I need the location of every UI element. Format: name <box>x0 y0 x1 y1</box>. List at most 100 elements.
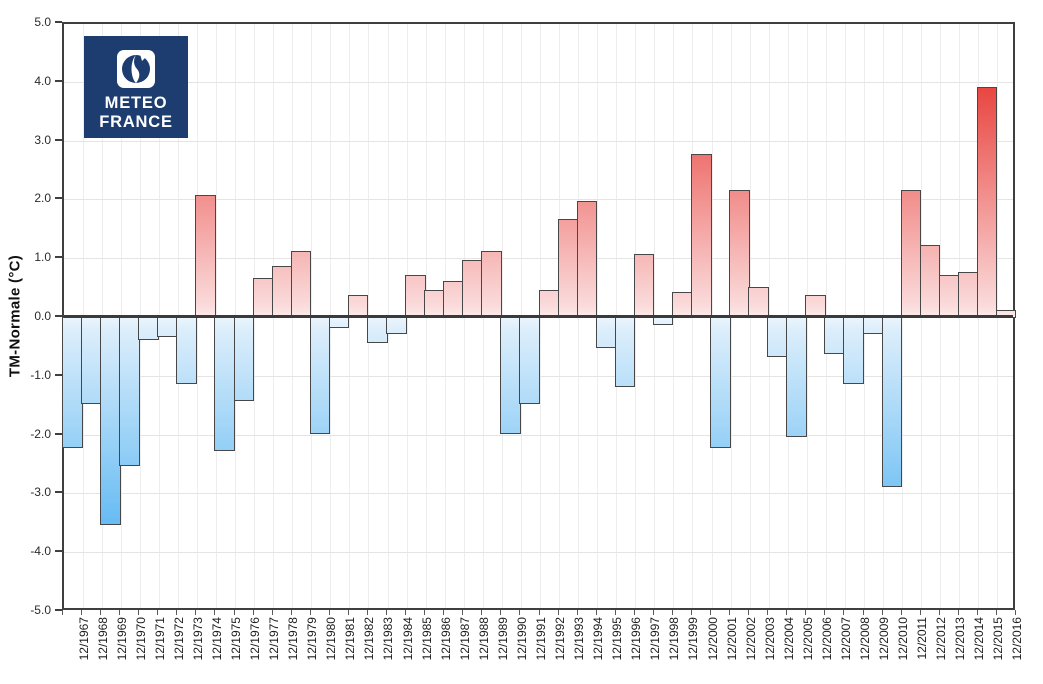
x-tick-mark <box>671 610 673 615</box>
bar-12/2009 <box>862 317 884 334</box>
x-tick-mark <box>271 610 273 615</box>
x-tick-mark <box>481 610 483 615</box>
x-tick-label: 12/2016 <box>1010 617 1025 661</box>
x-tick-label: 12/2000 <box>705 617 720 661</box>
zero-baseline <box>64 314 1013 318</box>
x-tick-label: 12/2010 <box>896 617 911 661</box>
bar-12/1993 <box>557 218 579 318</box>
y-tick-mark <box>55 315 62 317</box>
x-tick-label: 12/1971 <box>152 617 167 661</box>
x-tick-label: 12/1992 <box>553 617 568 661</box>
x-tick-label: 12/1989 <box>495 617 510 661</box>
y-tick-label: 5.0 <box>34 15 51 29</box>
x-tick-label: 12/1977 <box>267 617 282 661</box>
horizontal-gridline <box>64 140 1013 142</box>
x-tick-label: 12/2001 <box>724 617 739 661</box>
bar-12/2001 <box>710 317 731 449</box>
bar-12/2005 <box>786 317 807 437</box>
x-tick-label: 12/1976 <box>248 617 263 661</box>
bar-12/1972 <box>157 317 178 337</box>
bar-12/2002 <box>729 189 750 318</box>
x-tick-label: 12/1982 <box>362 617 377 661</box>
x-tick-mark <box>881 610 883 615</box>
x-tick-mark <box>386 610 388 615</box>
x-tick-mark <box>729 610 731 615</box>
x-tick-mark <box>309 610 311 615</box>
plot-area <box>62 22 1017 610</box>
x-tick-label: 12/1984 <box>400 617 415 661</box>
x-tick-label: 12/2006 <box>819 617 834 661</box>
x-tick-label: 12/1978 <box>286 617 301 661</box>
bar-12/1976 <box>233 317 255 402</box>
bar-12/2008 <box>843 317 864 384</box>
x-tick-mark <box>767 610 769 615</box>
x-tick-mark <box>824 610 826 615</box>
y-tick-mark <box>55 79 62 82</box>
y-tick-mark <box>55 432 62 435</box>
y-tick-mark <box>55 138 62 141</box>
x-tick-label: 12/2012 <box>934 617 949 661</box>
x-tick-mark <box>995 610 997 615</box>
y-tick-mark <box>55 21 62 23</box>
x-tick-label: 12/1975 <box>229 617 243 661</box>
bar-12/2011 <box>900 189 922 318</box>
x-tick-mark <box>976 610 978 615</box>
horizontal-gridline <box>64 199 1013 201</box>
bar-12/1973 <box>176 317 197 384</box>
bar-12/1969 <box>100 317 121 525</box>
bar-12/2014 <box>957 271 979 318</box>
bar-12/1977 <box>252 277 274 318</box>
horizontal-gridline <box>64 552 1013 554</box>
bar-12/2007 <box>824 317 845 355</box>
x-tick-mark <box>519 610 521 615</box>
x-tick-label: 12/2015 <box>991 617 1006 661</box>
x-tick-label: 12/2011 <box>915 617 930 660</box>
x-tick-mark <box>405 610 407 615</box>
bar-12/1989 <box>481 251 502 318</box>
x-tick-mark <box>576 610 578 615</box>
x-tick-mark <box>62 610 63 615</box>
horizontal-gridline <box>64 258 1013 260</box>
bar-12/1970 <box>119 317 140 466</box>
x-tick-label: 12/1983 <box>381 617 396 661</box>
x-tick-label: 12/1969 <box>114 617 129 661</box>
x-tick-mark <box>1015 610 1016 615</box>
meteo-france-sun-moon-icon <box>117 50 155 88</box>
x-tick-mark <box>614 610 616 615</box>
x-tick-label: 12/2007 <box>838 617 853 661</box>
y-tick-mark <box>55 491 62 494</box>
x-tick-mark <box>538 610 540 615</box>
x-tick-mark <box>81 610 83 615</box>
x-tick-label: 12/1973 <box>190 617 205 661</box>
x-tick-mark <box>633 610 635 615</box>
x-tick-mark <box>328 610 330 615</box>
x-tick-mark <box>119 610 121 615</box>
bar-12/1984 <box>386 317 407 334</box>
x-tick-label: 12/2009 <box>877 617 892 661</box>
y-tick-mark <box>55 550 62 553</box>
x-tick-label: 12/2005 <box>800 617 815 661</box>
x-tick-mark <box>748 610 750 615</box>
x-tick-mark <box>138 610 140 615</box>
x-tick-mark <box>557 610 559 615</box>
x-tick-mark <box>233 610 235 615</box>
bar-12/2012 <box>919 245 941 318</box>
x-tick-label: 12/1994 <box>591 617 606 661</box>
bar-12/1991 <box>519 317 540 405</box>
bar-12/1975 <box>214 317 236 452</box>
bar-12/2000 <box>690 154 712 318</box>
bar-12/1978 <box>271 266 293 318</box>
x-tick-mark <box>195 610 197 615</box>
x-tick-mark <box>214 610 216 615</box>
y-tick-label: -4.0 <box>30 544 51 559</box>
x-tick-label: 12/2014 <box>972 617 987 661</box>
x-tick-mark <box>443 610 445 615</box>
x-tick-mark <box>595 610 597 615</box>
x-tick-label: 12/1998 <box>667 617 682 661</box>
horizontal-gridline <box>64 493 1013 495</box>
x-tick-mark <box>290 610 292 615</box>
logo-line1: METEO <box>104 94 168 112</box>
x-tick-label: 12/1972 <box>171 617 186 661</box>
x-tick-mark <box>157 610 159 615</box>
